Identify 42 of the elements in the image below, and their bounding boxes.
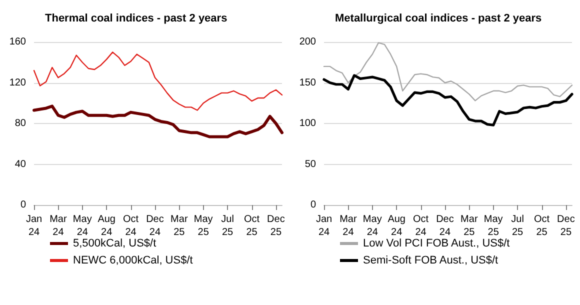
x-tick-label: Aug 24 <box>98 214 116 238</box>
chart-title: Thermal coal indices - past 2 years <box>45 12 228 24</box>
line-series <box>32 104 284 138</box>
x-tick-label: May 24 <box>362 214 382 238</box>
x-tick-label: Mar 24 <box>340 214 358 238</box>
x-tick-label: Mar 25 <box>460 214 478 238</box>
x-tick-label: Aug 24 <box>388 214 406 238</box>
line-series <box>323 42 573 102</box>
x-tick-label: Mar 24 <box>50 214 68 238</box>
legend-label: NEWC 6,000kCal, US$/t <box>73 254 193 266</box>
x-tick-label: Oct 24 <box>413 214 429 238</box>
y-tick-label: 120 <box>9 77 26 88</box>
y-tick-label: 160 <box>9 36 26 48</box>
legend-label: Low Vol PCI FOB Aust., US$/t <box>363 238 510 250</box>
x-tick-label: Oct 25 <box>534 214 550 238</box>
y-tick-label: 100 <box>299 118 316 129</box>
x-tick-label: Dec 24 <box>146 214 164 238</box>
y-tick-label: 0 <box>20 200 26 210</box>
x-tick-label: Jan 24 <box>26 214 42 238</box>
x-tick-label: Mar 25 <box>170 214 188 238</box>
legend-label: 5,500kCal, US$/t <box>73 238 156 250</box>
legend-label: Semi-Soft FOB Aust., US$/t <box>363 254 498 266</box>
x-tick-label: Dec 24 <box>436 214 454 238</box>
line-series <box>322 74 574 126</box>
y-tick-label: 0 <box>310 200 316 210</box>
x-tick-label: May 25 <box>484 214 503 238</box>
x-tick-label: Jan 24 <box>316 214 332 238</box>
x-tick-label: Dec 25 <box>557 214 575 238</box>
y-tick-label: 150 <box>299 77 316 88</box>
y-tick-label: 40 <box>14 158 26 170</box>
x-tick-label: Jul 25 <box>511 214 524 238</box>
x-tick-label: Dec 25 <box>267 214 285 238</box>
y-tick-label: 200 <box>299 36 316 48</box>
x-tick-label: Oct 25 <box>244 214 260 238</box>
y-tick-label: 50 <box>304 158 316 170</box>
x-tick-label: Oct 24 <box>123 214 139 238</box>
x-tick-label: May 25 <box>194 214 213 238</box>
chart-title: Metallurgical coal indices - past 2 years <box>335 12 542 24</box>
line-series <box>33 52 283 111</box>
x-tick-label: Jul 25 <box>221 214 234 238</box>
y-tick-label: 80 <box>14 118 26 129</box>
x-tick-label: May 24 <box>72 214 92 238</box>
